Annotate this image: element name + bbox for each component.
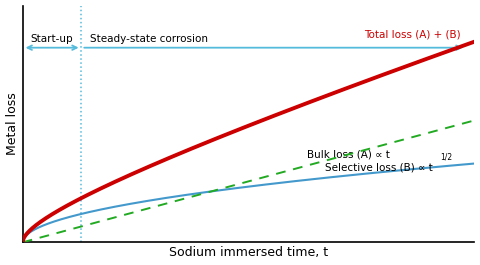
Text: Selective loss (B) ∝ t: Selective loss (B) ∝ t xyxy=(325,162,433,172)
X-axis label: Sodium immersed time, t: Sodium immersed time, t xyxy=(169,246,328,259)
Text: Bulk loss (A) ∝ t: Bulk loss (A) ∝ t xyxy=(307,149,390,160)
Text: Total loss (A) + (B): Total loss (A) + (B) xyxy=(364,30,461,40)
Text: Start-up: Start-up xyxy=(31,34,73,44)
Text: Steady-state corrosion: Steady-state corrosion xyxy=(91,34,208,44)
Y-axis label: Metal loss: Metal loss xyxy=(6,92,19,155)
Text: 1/2: 1/2 xyxy=(441,152,453,161)
